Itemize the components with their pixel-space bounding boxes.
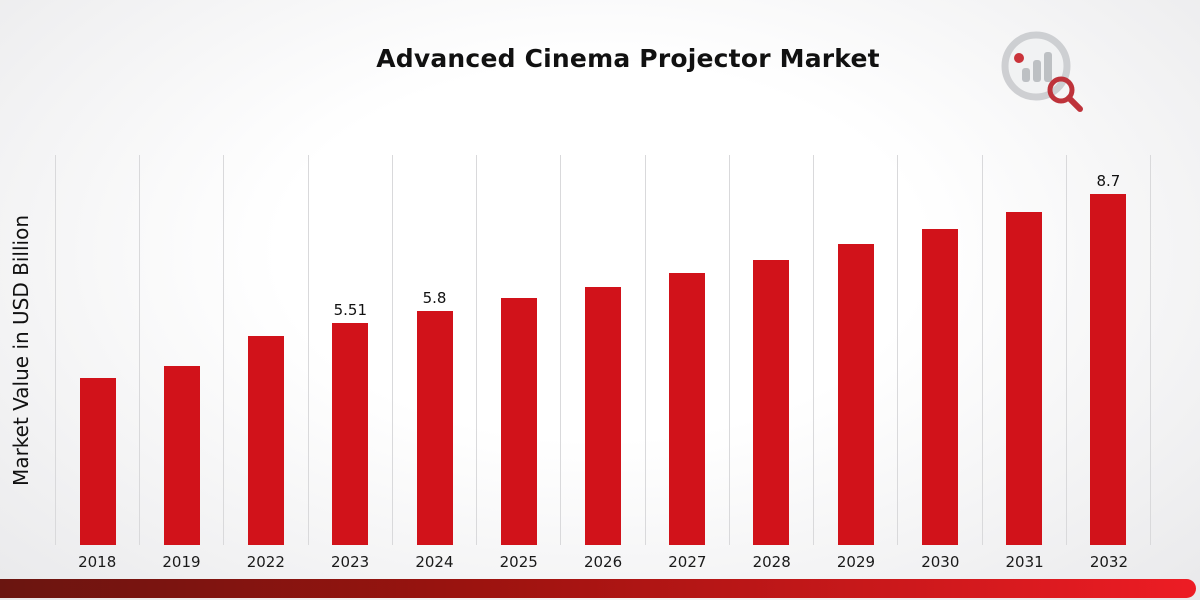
category-cell-2027 bbox=[644, 155, 729, 545]
bar-2027 bbox=[669, 273, 706, 545]
y-axis-label-wrap: Market Value in USD Billion bbox=[6, 155, 36, 545]
bar-value-label-2032: 8.7 bbox=[1096, 172, 1121, 190]
x-tick-2022: 2022 bbox=[246, 553, 285, 571]
category-cell-2024: 5.8 bbox=[391, 155, 476, 545]
x-tick-2019: 2019 bbox=[162, 553, 201, 571]
bar-2029 bbox=[837, 244, 874, 545]
x-tick-2024: 2024 bbox=[415, 553, 454, 571]
plot-area: 5.51 5.8 8.7 bbox=[55, 155, 1151, 545]
category-cell-2031 bbox=[981, 155, 1066, 545]
logo-bar-2 bbox=[1033, 60, 1041, 82]
category-cell-2018 bbox=[55, 155, 139, 545]
bar-2031 bbox=[1006, 212, 1043, 545]
bar-2026 bbox=[585, 287, 622, 545]
logo-magnifier-circle bbox=[1047, 76, 1075, 104]
x-tick-2031: 2031 bbox=[1005, 553, 1044, 571]
x-axis-ticks: 2018 2019 2022 2023 2024 2025 2026 2027 2028 2029… bbox=[55, 553, 1151, 575]
logo-bar-1 bbox=[1022, 68, 1030, 82]
logo-red-dot bbox=[1014, 53, 1024, 63]
category-cell-2025 bbox=[476, 155, 560, 545]
bar-2030 bbox=[921, 229, 958, 545]
x-tick-2026: 2026 bbox=[583, 553, 623, 571]
x-tick-2023: 2023 bbox=[331, 553, 370, 571]
x-tick-2030: 2030 bbox=[921, 553, 960, 571]
bar-2022 bbox=[248, 336, 285, 545]
brand-logo bbox=[1001, 31, 1083, 112]
bar-value-label-2023: 5.51 bbox=[333, 301, 368, 319]
x-tick-2027: 2027 bbox=[668, 553, 707, 571]
category-cell-2023: 5.51 bbox=[307, 155, 392, 545]
x-tick-2025: 2025 bbox=[499, 553, 538, 571]
x-tick-2028: 2028 bbox=[752, 553, 791, 571]
bottom-accent-strip bbox=[0, 579, 1196, 598]
category-cell-2019 bbox=[139, 155, 223, 545]
x-tick-2032: 2032 bbox=[1089, 553, 1128, 571]
bar-2032 bbox=[1090, 194, 1127, 545]
bar-2018 bbox=[79, 378, 116, 545]
bar-2024 bbox=[416, 311, 453, 545]
logo-bar-3 bbox=[1044, 52, 1052, 82]
chart-title: Advanced Cinema Projector Market bbox=[376, 44, 880, 73]
bar-2019 bbox=[163, 366, 200, 545]
bar-2028 bbox=[753, 260, 790, 545]
bar-2025 bbox=[500, 298, 537, 545]
logo-magnifier-handle bbox=[1066, 95, 1083, 112]
category-cell-2030 bbox=[897, 155, 981, 545]
bar-value-label-2024: 5.8 bbox=[422, 289, 447, 307]
category-cell-2032: 8.7 bbox=[1065, 155, 1150, 545]
y-axis-label: Market Value in USD Billion bbox=[9, 214, 33, 486]
category-cell-2026 bbox=[560, 155, 644, 545]
category-cell-2028 bbox=[728, 155, 813, 545]
bar-2023 bbox=[332, 323, 369, 545]
x-tick-2018: 2018 bbox=[78, 553, 117, 571]
x-tick-2029: 2029 bbox=[836, 553, 876, 571]
category-cell-2029 bbox=[813, 155, 897, 545]
category-cell-2022 bbox=[223, 155, 307, 545]
